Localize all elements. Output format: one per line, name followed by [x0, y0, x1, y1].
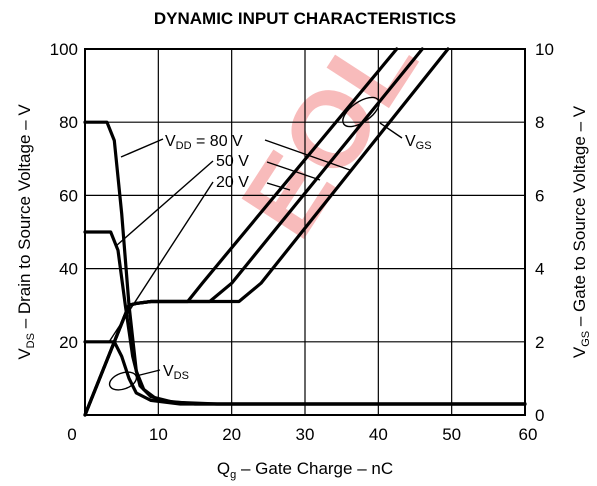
vgs-curve-20v — [83, 47, 399, 417]
y-left-axis-label: VDS – Drain to Source Voltage – V — [15, 104, 37, 360]
vgs-label: VGS — [405, 133, 432, 152]
y-right-tick-label: 4 — [535, 260, 544, 279]
leader-20-vgs — [266, 182, 291, 191]
y-right-tick-label: 10 — [535, 40, 554, 59]
y-left-tick-label: 20 — [59, 333, 78, 352]
y-right-tick-label: 8 — [535, 113, 544, 132]
y-left-tick-label: 80 — [59, 113, 78, 132]
y-right-axis-label: VGS – Gate to Source Voltage – V — [570, 105, 592, 358]
vds-label: VDS — [163, 363, 189, 382]
vgs-bundle-marker — [342, 96, 380, 128]
x-tick-label: 40 — [369, 425, 388, 444]
x-tick-label: 50 — [442, 425, 461, 444]
y-left-tick-label: 60 — [59, 186, 78, 205]
vdd-80-label: VDD = 80 V — [165, 133, 243, 152]
grid — [85, 49, 525, 415]
x-tick-label: 60 — [519, 425, 538, 444]
y-left-tick-labels: 20 40 60 80 100 — [50, 40, 78, 352]
vds-leader — [135, 369, 161, 377]
vds-curve-20v — [83, 340, 527, 406]
series-group — [83, 47, 527, 417]
y-left-tick-label: 100 — [50, 40, 78, 59]
x-tick-label: 0 — [67, 425, 76, 444]
x-tick-labels: 0 10 20 30 40 50 60 — [67, 425, 537, 444]
x-tick-label: 30 — [296, 425, 315, 444]
leader-80-vgs — [264, 139, 351, 171]
x-tick-label: 20 — [222, 425, 241, 444]
annotations: VDD = 80 V 50 V 20 V VGS VDS — [108, 96, 432, 391]
y-right-tick-label: 2 — [535, 333, 544, 352]
vgs-leader — [379, 122, 403, 139]
leader-50-vds — [115, 160, 214, 247]
x-tick-label: 10 — [149, 425, 168, 444]
vdd-20-label: 20 V — [216, 174, 249, 191]
x-axis-label: Qg – Gate Charge – nC — [217, 459, 393, 481]
leader-50-vgs — [266, 161, 321, 181]
y-right-tick-label: 6 — [535, 186, 544, 205]
y-right-tick-labels: 0 2 4 6 8 10 — [535, 40, 554, 425]
leader-20-vds — [108, 181, 214, 343]
vdd-50-label: 50 V — [216, 153, 249, 170]
chart-title: DYNAMIC INPUT CHARACTERISTICS — [154, 9, 456, 28]
y-left-tick-label: 40 — [59, 260, 78, 279]
leader-80-vds — [120, 138, 164, 158]
y-right-tick-label: 0 — [535, 406, 544, 425]
